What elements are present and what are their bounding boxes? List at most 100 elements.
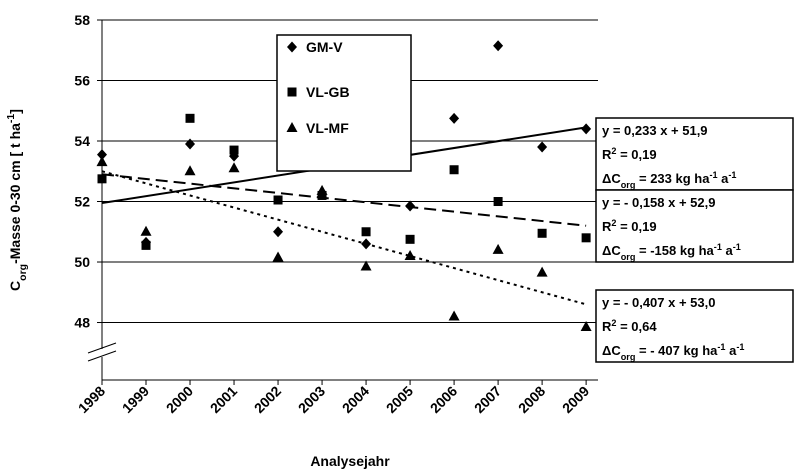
- annotation-line: ΔCorg = - 407 kg ha-1 a-1: [602, 342, 744, 362]
- point: [580, 321, 592, 332]
- x-tick-label: 2000: [163, 383, 196, 416]
- text-run: -1: [5, 114, 17, 123]
- text-run: -1: [736, 342, 744, 352]
- annotation-line: y = - 0,158 x + 52,9: [602, 195, 715, 210]
- point: [273, 226, 284, 238]
- point: [493, 40, 504, 52]
- text-run: 2: [611, 318, 616, 328]
- text-run: a: [722, 243, 734, 258]
- text-run: org: [17, 264, 29, 281]
- legend-label: VL-GB: [306, 84, 350, 100]
- text-run: y = - 0,407 x + 53,0: [602, 295, 715, 310]
- legend-marker: [286, 122, 298, 132]
- annotation-line: R2 = 0,19: [602, 146, 657, 162]
- legend-label: VL-MF: [306, 120, 349, 136]
- text-run: -Masse 0-30 cm [ t ha: [7, 123, 23, 264]
- annotation-box: [595, 289, 794, 363]
- annotation-line: y = - 0,407 x + 53,0: [602, 295, 715, 310]
- annotation-line: R2 = 0,64: [602, 318, 657, 334]
- point: [449, 165, 459, 175]
- point: [316, 184, 328, 195]
- point: [493, 197, 503, 207]
- x-tick-label: 2009: [559, 383, 592, 416]
- text-run: R: [602, 219, 612, 234]
- text-run: ΔC: [602, 343, 621, 358]
- x-tick-label: 1999: [119, 383, 152, 416]
- annotation-line: R2 = 0,19: [602, 218, 657, 234]
- text-run: = -158 kg ha: [635, 243, 714, 258]
- text-run: a: [726, 343, 738, 358]
- point: [492, 243, 504, 254]
- legend-marker: [287, 41, 297, 53]
- point: [140, 225, 152, 236]
- text-run: ΔC: [602, 171, 621, 186]
- x-tick-label: 2006: [427, 383, 460, 416]
- y-tick-label: 50: [74, 254, 90, 270]
- point: [273, 195, 283, 205]
- text-run: y = - 0,158 x + 52,9: [602, 195, 715, 210]
- text-run: 2: [611, 218, 616, 228]
- point: [405, 234, 415, 244]
- text-run: ]: [7, 109, 23, 114]
- text-run: = - 407 kg ha: [635, 343, 718, 358]
- annotation-line: ΔCorg = -158 kg ha-1 a-1: [602, 242, 741, 262]
- y-tick-label: 52: [74, 194, 90, 210]
- axis-break-gap: [99, 349, 105, 357]
- point: [449, 112, 460, 124]
- point: [448, 310, 460, 321]
- annotation: y = 0,233 x + 51,9 R2 = 0,19 ΔCorg = 233 k…: [595, 117, 794, 191]
- point: [96, 156, 108, 167]
- point: [97, 149, 107, 161]
- text-run: y = 0,233 x + 51,9: [602, 123, 708, 138]
- text-run: -1: [709, 170, 717, 180]
- text-run: C: [7, 281, 23, 291]
- text-run: = 233 kg ha: [635, 171, 710, 186]
- x-tick-label: 1998: [75, 383, 108, 416]
- point: [317, 190, 327, 200]
- axis-break: [87, 342, 117, 354]
- text-run: R: [602, 147, 612, 162]
- text-run: -1: [733, 242, 741, 252]
- y-tick-label: 54: [74, 133, 90, 149]
- annotation-line: y = 0,233 x + 51,9: [602, 123, 708, 138]
- point: [537, 228, 547, 238]
- x-tick-label: 2001: [207, 383, 240, 416]
- point: [361, 227, 371, 237]
- x-tick-label: 2008: [515, 383, 548, 416]
- text-run: = 0,19: [616, 219, 656, 234]
- annotation-box: [595, 189, 794, 263]
- point: [185, 113, 195, 123]
- text-run: -1: [714, 242, 722, 252]
- text-run: ΔC: [602, 243, 621, 258]
- text-run: = 0,64: [616, 319, 657, 334]
- y-tick-label: 58: [74, 12, 90, 28]
- point: [536, 266, 548, 277]
- annotation: y = - 0,407 x + 53,0 R2 = 0,64 ΔCorg = - 4…: [595, 289, 794, 363]
- point: [360, 260, 372, 271]
- x-axis-title: Analysejahr: [310, 453, 390, 469]
- point: [185, 138, 196, 150]
- annotation: y = - 0,158 x + 52,9 R2 = 0,19 ΔCorg = -15…: [595, 189, 794, 263]
- text-run: R: [602, 319, 612, 334]
- point: [141, 240, 151, 250]
- text-run: org: [621, 252, 636, 262]
- text-run: org: [621, 352, 636, 362]
- text-run: -1: [717, 342, 725, 352]
- y-axis-title: Corg-Masse 0-30 cm [ t ha-1]: [5, 109, 29, 291]
- point: [581, 233, 591, 243]
- axis-break: [87, 350, 117, 362]
- point: [404, 249, 416, 260]
- legend-label: GM-V: [306, 39, 343, 55]
- legend-marker: [287, 87, 297, 97]
- annotation-line: ΔCorg = 233 kg ha-1 a-1: [602, 170, 737, 190]
- point: [581, 123, 592, 135]
- text-run: org: [621, 180, 636, 190]
- text-run: 2: [611, 146, 616, 156]
- x-tick-label: 2004: [339, 383, 372, 416]
- point: [184, 165, 196, 176]
- y-tick-label: 48: [74, 315, 90, 331]
- x-tick-label: 2002: [251, 383, 284, 416]
- text-run: a: [718, 171, 730, 186]
- x-tick-label: 2007: [471, 383, 504, 416]
